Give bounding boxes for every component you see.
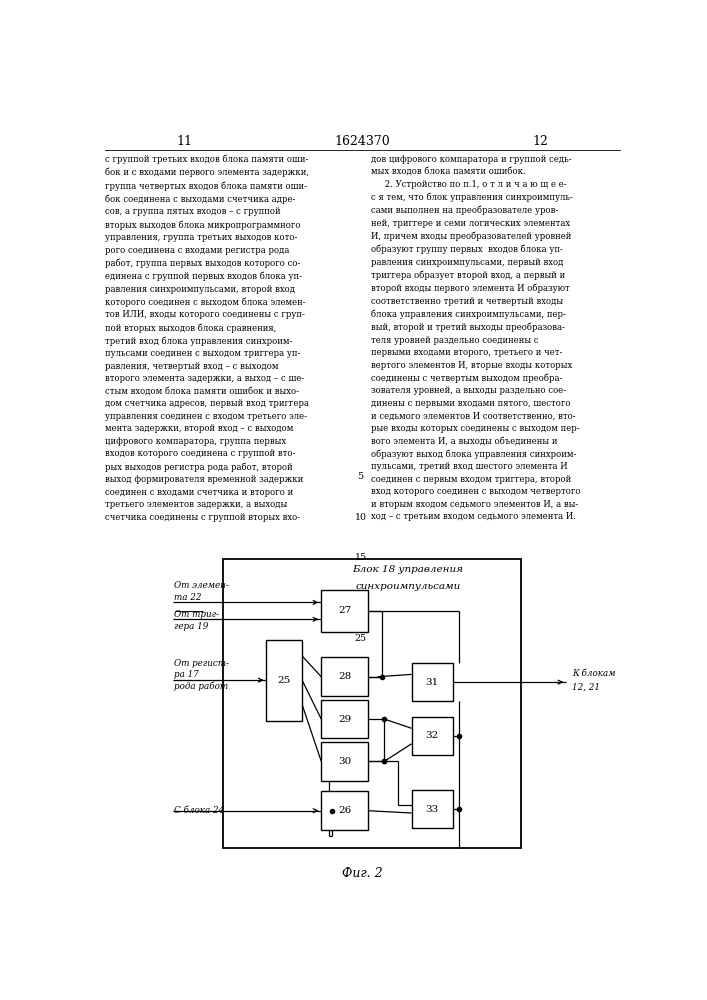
Bar <box>411 717 452 755</box>
Bar <box>321 700 368 738</box>
Text: гера 19: гера 19 <box>175 622 209 631</box>
Text: Блок 18 управления: Блок 18 управления <box>352 565 463 574</box>
Text: 31: 31 <box>426 678 439 687</box>
Bar <box>321 791 368 830</box>
Text: 5: 5 <box>358 472 364 481</box>
Text: От элемен-: От элемен- <box>175 581 229 590</box>
Bar <box>321 742 368 781</box>
Bar <box>223 559 521 848</box>
Text: От регист-: От регист- <box>175 659 229 668</box>
Text: 25: 25 <box>355 634 367 643</box>
Text: 33: 33 <box>426 805 439 814</box>
Bar <box>267 640 302 721</box>
Text: С блока 24: С блока 24 <box>175 806 225 815</box>
Text: рода работ: рода работ <box>175 682 228 691</box>
Text: ра 17: ра 17 <box>175 670 199 679</box>
Text: 15: 15 <box>355 553 367 562</box>
Text: 26: 26 <box>338 806 351 815</box>
Text: 1624370: 1624370 <box>334 135 390 148</box>
Text: 28: 28 <box>338 672 351 681</box>
Text: Фиг. 2: Фиг. 2 <box>342 867 382 880</box>
Text: 20: 20 <box>355 594 367 603</box>
Text: 27: 27 <box>338 606 351 615</box>
Text: 32: 32 <box>426 732 439 740</box>
Text: 25: 25 <box>278 676 291 685</box>
Text: 11: 11 <box>176 135 192 148</box>
Text: К блокам: К блокам <box>572 669 615 678</box>
Bar <box>411 663 452 701</box>
Text: 12, 21: 12, 21 <box>572 682 600 691</box>
Text: дов цифрового компаратора и группой седь-
мых входов блока памяти ошибок.
     2: дов цифрового компаратора и группой седь… <box>370 155 580 521</box>
Text: 10: 10 <box>355 513 367 522</box>
Bar <box>321 590 368 632</box>
Text: 29: 29 <box>338 715 351 724</box>
Text: 30: 30 <box>338 757 351 766</box>
Bar <box>411 790 452 828</box>
Text: синхроимпульсами: синхроимпульсами <box>355 582 460 591</box>
Text: та 22: та 22 <box>175 593 202 602</box>
Text: 12: 12 <box>532 135 549 148</box>
Text: с группой третьих входов блока памяти оши-
бок и с входами первого элемента заде: с группой третьих входов блока памяти ош… <box>105 155 309 522</box>
Bar <box>321 657 368 696</box>
Text: От триг-: От триг- <box>175 610 219 619</box>
